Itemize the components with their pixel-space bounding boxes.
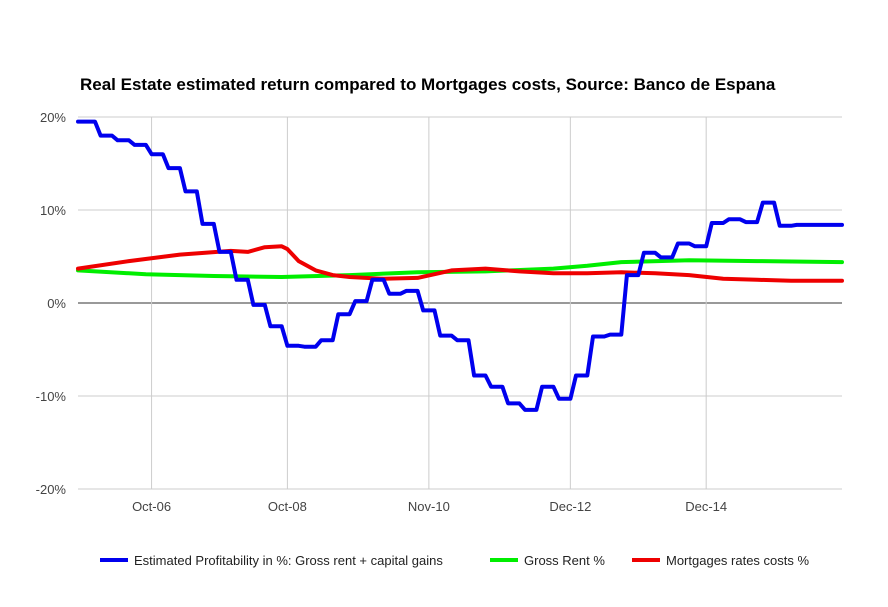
- series-line-0: [76, 119, 844, 412]
- x-tick-label: Dec-14: [685, 499, 727, 514]
- y-tick-label: 10%: [40, 203, 66, 218]
- x-tick-label: Dec-12: [549, 499, 591, 514]
- series-lines: [76, 119, 844, 412]
- x-gridlines: [151, 117, 707, 489]
- legend-label: Mortgages rates costs %: [666, 553, 809, 568]
- series-line-2: [76, 244, 844, 283]
- x-tick-label: Nov-10: [408, 499, 450, 514]
- chart-title: Real Estate estimated return compared to…: [80, 75, 776, 94]
- legend: Estimated Profitability in %: Gross rent…: [100, 553, 809, 568]
- y-gridlines: [78, 116, 842, 490]
- legend-label: Gross Rent %: [524, 553, 605, 568]
- x-tick-label: Oct-06: [132, 499, 171, 514]
- legend-label: Estimated Profitability in %: Gross rent…: [134, 553, 443, 568]
- series-line-1: [76, 258, 844, 279]
- x-axis-ticks: Oct-06 Oct-08 Nov-10 Dec-12 Dec-14: [132, 499, 727, 514]
- x-tick-label: Oct-08: [268, 499, 307, 514]
- y-axis-ticks: 20% 10% 0% -10% -20%: [36, 110, 67, 497]
- y-tick-label: 0%: [47, 296, 66, 311]
- y-tick-label: 20%: [40, 110, 66, 125]
- y-tick-label: -10%: [36, 389, 67, 404]
- y-tick-label: -20%: [36, 482, 67, 497]
